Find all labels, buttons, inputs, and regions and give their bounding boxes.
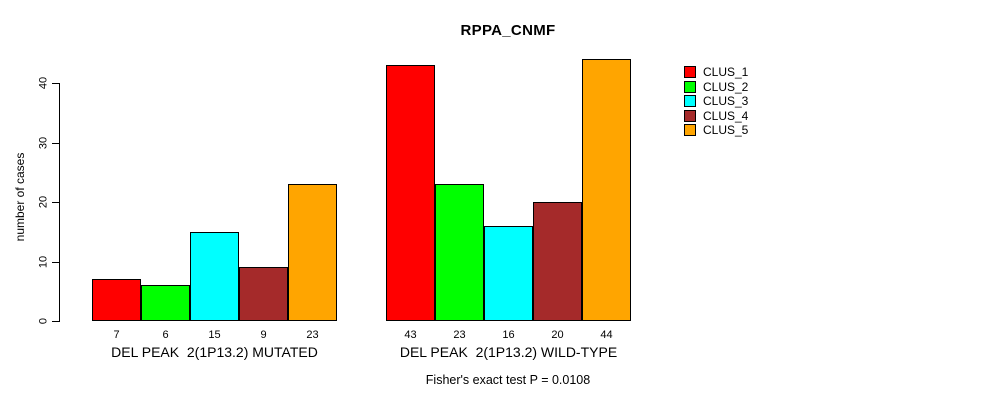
legend-item-CLUS_4: CLUS_4: [684, 108, 749, 123]
bar-value-CLUS_5-group1: 23: [306, 329, 319, 341]
chart-title: RPPA_CNMF: [460, 22, 556, 39]
legend-swatch-CLUS_2: [684, 80, 696, 93]
legend-swatch-CLUS_5: [684, 124, 696, 136]
y-axis-line: [59, 83, 60, 322]
bar-CLUS_4-group1: [239, 267, 288, 321]
bar-CLUS_5-group1: [288, 184, 337, 321]
legend-label-CLUS_1: CLUS_1: [703, 65, 749, 79]
group-label-1: DEL PEAK 2(1P13.2) MUTATED: [111, 344, 318, 360]
y-tick-40: [52, 83, 59, 84]
bar-value-CLUS_3-group1: 15: [208, 329, 221, 341]
legend-item-CLUS_2: CLUS_2: [684, 79, 749, 94]
bar-value-CLUS_2-group1: 6: [162, 329, 169, 341]
y-tick-20: [52, 202, 59, 203]
y-tick-10: [52, 262, 59, 263]
legend-swatch-CLUS_3: [684, 95, 696, 107]
legend-item-CLUS_5: CLUS_5: [684, 124, 748, 136]
legend-swatch-CLUS_1: [684, 66, 696, 78]
bar-CLUS_2-group2: [435, 184, 484, 321]
bar-CLUS_1-group2: [386, 65, 435, 321]
y-tick-label-40: 40: [37, 76, 50, 90]
fisher-test-annotation: Fisher's exact test P = 0.0108: [425, 373, 591, 387]
y-tick-30: [52, 143, 59, 144]
y-tick-label-10: 10: [37, 255, 50, 269]
legend-label-CLUS_4: CLUS_4: [703, 108, 749, 123]
bar-CLUS_3-group2: [484, 226, 533, 321]
bar-value-CLUS_4-group1: 9: [260, 329, 267, 341]
y-tick-0: [52, 321, 59, 322]
bar-CLUS_4-group2: [533, 202, 582, 321]
bar-value-CLUS_3-group2: 16: [502, 329, 515, 341]
legend-item-CLUS_3: CLUS_3: [684, 95, 748, 107]
bar-value-CLUS_5-group2: 44: [600, 329, 613, 341]
bar-value-CLUS_4-group2: 20: [551, 329, 564, 341]
bar-value-CLUS_1-group1: 7: [113, 329, 120, 341]
y-tick-label-20: 20: [37, 195, 50, 209]
bar-CLUS_1-group1: [92, 279, 141, 321]
legend-item-CLUS_1: CLUS_1: [684, 66, 748, 78]
y-tick-label-0: 0: [37, 317, 50, 325]
bar-CLUS_3-group1: [190, 232, 239, 321]
bar-CLUS_5-group2: [582, 59, 631, 321]
bar-value-CLUS_1-group2: 43: [404, 329, 417, 341]
bar-CLUS_2-group1: [141, 285, 190, 321]
legend-label-CLUS_3: CLUS_3: [703, 94, 749, 108]
legend-swatch-CLUS_4: [684, 109, 696, 122]
group-label-2: DEL PEAK 2(1P13.2) WILD-TYPE: [399, 344, 618, 360]
y-axis-label: number of cases: [13, 152, 27, 242]
legend-label-CLUS_2: CLUS_2: [703, 79, 749, 94]
legend-label-CLUS_5: CLUS_5: [703, 123, 749, 137]
legend: CLUS_1 CLUS_2 CLUS_3 CLUS_4 CLUS_5: [684, 66, 748, 139]
y-tick-label-30: 30: [37, 136, 50, 150]
bar-value-CLUS_2-group2: 23: [453, 329, 466, 341]
